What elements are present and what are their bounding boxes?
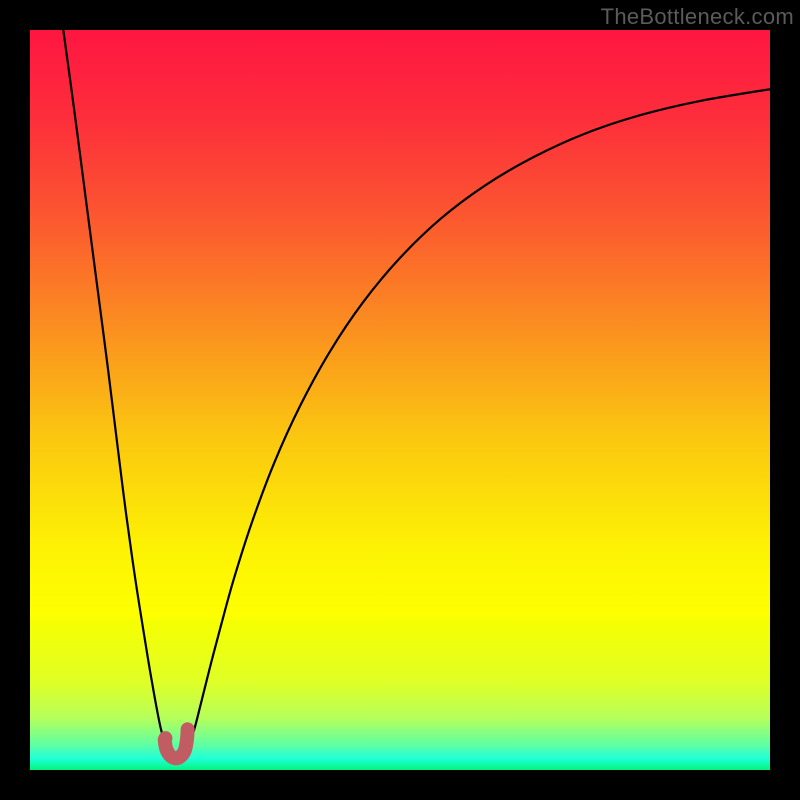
plot-area xyxy=(30,30,770,770)
optimal-marker-dot xyxy=(158,731,172,745)
chart-svg xyxy=(0,0,800,800)
chart-container: { "canvas": { "width": 800, "height": 80… xyxy=(0,0,800,800)
watermark-text: TheBottleneck.com xyxy=(601,4,794,30)
